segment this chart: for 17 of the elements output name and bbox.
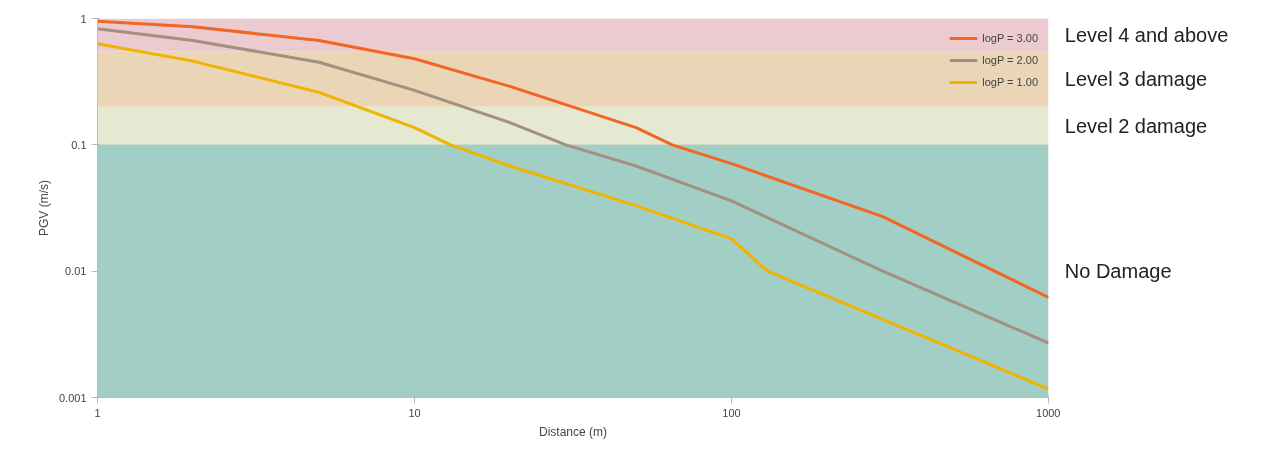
band-label: Level 3 damage <box>1064 68 1208 91</box>
x-tick-label: 100 <box>722 406 741 419</box>
x-tick-label: 1000 <box>1036 406 1061 419</box>
legend-label: logP = 3.00 <box>982 32 1038 44</box>
legend-label: logP = 1.00 <box>982 76 1038 88</box>
y-tick-label: 0.1 <box>71 138 87 151</box>
y-tick-label: 0.01 <box>65 265 87 278</box>
band-label: Level 2 damage <box>1064 114 1208 137</box>
y-tick-label: 0.001 <box>58 391 87 404</box>
y-tick-label: 1 <box>80 12 87 25</box>
x-axis-title: Distance (m) <box>539 424 608 439</box>
band-label: No Damage <box>1064 260 1172 283</box>
x-tick-label: 10 <box>408 406 421 419</box>
x-tick-label: 1 <box>94 406 101 419</box>
band-label: Level 4 and above <box>1064 23 1229 46</box>
y-axis-title: PGV (m/s) <box>36 180 51 236</box>
legend-label: logP = 2.00 <box>982 54 1038 66</box>
